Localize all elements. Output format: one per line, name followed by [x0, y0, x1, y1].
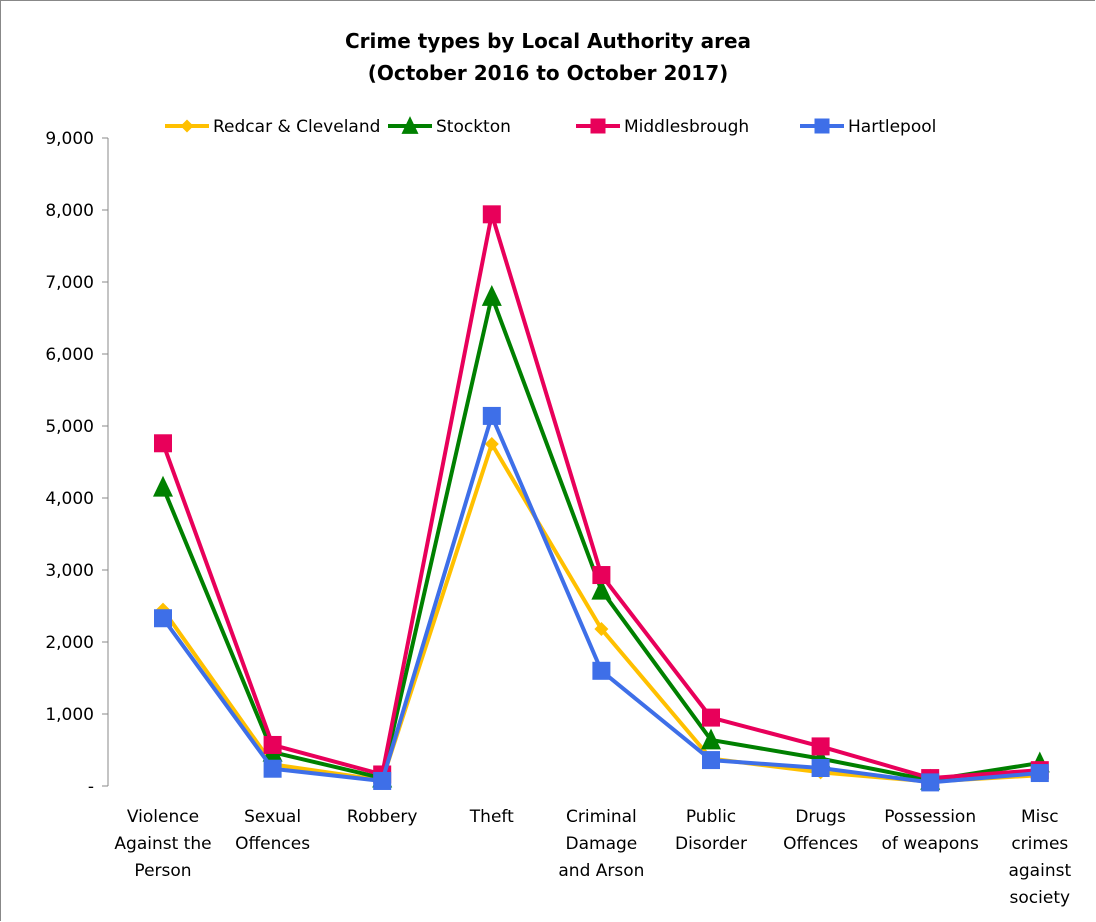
legend-marker: [401, 116, 419, 134]
data-point: [154, 609, 172, 628]
x-tick-label-line: Criminal: [566, 807, 637, 827]
x-tick-label-line: and Arson: [558, 861, 644, 881]
data-point: [921, 773, 940, 792]
y-tick-label: 3,000: [45, 561, 94, 581]
legend-label: Hartlepool: [848, 117, 936, 137]
x-tick-label-line: Misc: [1021, 807, 1059, 827]
series-middlesbrough: [154, 205, 1049, 788]
data-point: [811, 737, 830, 756]
y-tick-label: 4,000: [45, 489, 94, 509]
x-tick-label-line: Possession: [884, 807, 976, 827]
data-point: [484, 437, 499, 451]
data-point: [702, 708, 720, 727]
data-point: [263, 759, 282, 778]
x-tick-label-line: Damage: [566, 834, 638, 854]
x-tick-label: Drugs Offences: [783, 807, 858, 854]
x-tick-label-line: Disorder: [675, 834, 747, 854]
y-tick-label: 7,000: [45, 273, 94, 293]
legend-marker: [814, 118, 830, 134]
data-point: [591, 578, 612, 600]
y-tick-label: -: [88, 777, 94, 797]
data-point: [594, 622, 609, 637]
y-axis-ticks: - 1,000 2,000 3,000 4,000 5,000 6,000 7,000 8,00…: [45, 129, 109, 797]
data-point: [153, 475, 173, 497]
data-point: [1030, 764, 1049, 783]
x-axis-labels: Violence Against the Person Sexual Offences R…: [114, 807, 1071, 908]
x-tick-label-line: of weapons: [881, 834, 979, 854]
legend: Redcar & Cleveland Stockton Middlesbrough H…: [165, 116, 936, 137]
data-point: [263, 735, 282, 754]
x-tick-label: Theft: [469, 807, 514, 827]
x-tick-label-line: Against the: [114, 834, 211, 854]
x-tick-label: Sexual Offences: [235, 807, 310, 854]
x-tick-label-line: Violence: [127, 807, 199, 827]
series-line: [161, 212, 1040, 781]
y-tick-label: 1,000: [45, 705, 94, 725]
x-tick-label-line: Robbery: [347, 807, 418, 827]
data-point: [702, 751, 720, 770]
legend-item: Hartlepool: [800, 117, 936, 137]
legend-item: Redcar & Cleveland: [165, 117, 380, 137]
x-tick-label-line: against: [1008, 861, 1071, 881]
x-tick-label-line: crimes: [1011, 834, 1068, 854]
chart-title: Crime types by Local Authority area: [345, 29, 751, 53]
x-tick-label-line: Theft: [469, 807, 514, 827]
y-tick-label: 2,000: [45, 633, 94, 653]
legend-item: Stockton: [388, 116, 511, 137]
x-tick-label-line: society: [1010, 888, 1071, 908]
x-tick-label: Violence Against the Person: [114, 807, 211, 881]
y-tick-label: 9,000: [45, 129, 94, 149]
x-tick-label: Possession of weapons: [881, 807, 979, 854]
x-tick-label-line: Public: [686, 807, 736, 827]
y-tick-label: 5,000: [45, 417, 94, 437]
series-line: [161, 294, 1041, 783]
x-tick-label-line: Drugs: [795, 807, 846, 827]
series-redcar-cleveland: [156, 437, 1047, 789]
legend-label: Redcar & Cleveland: [213, 117, 380, 137]
x-tick-label-line: Offences: [783, 834, 858, 854]
legend-marker: [590, 118, 606, 134]
data-point: [482, 205, 501, 224]
series-line: [161, 442, 1040, 784]
data-point: [592, 566, 611, 585]
data-point: [701, 728, 721, 750]
x-tick-label: Robbery: [347, 807, 418, 827]
series-hartlepool: [154, 406, 1049, 792]
legend-marker: [180, 119, 194, 133]
data-point: [481, 284, 502, 306]
data-point: [373, 771, 392, 790]
series-stockton: [153, 284, 1050, 790]
data-point: [154, 434, 172, 453]
data-point: [592, 661, 611, 680]
data-point: [482, 406, 501, 425]
legend-label: Middlesbrough: [624, 117, 749, 137]
data-point: [811, 759, 830, 777]
x-tick-label: Public Disorder: [675, 807, 747, 854]
x-tick-label-line: Person: [134, 861, 191, 881]
series-layer: [153, 205, 1050, 792]
chart-subtitle: (October 2016 to October 2017): [368, 61, 729, 85]
x-tick-label: Criminal Damage and Arson: [558, 807, 644, 881]
y-tick-label: 6,000: [45, 345, 94, 365]
legend-item: Middlesbrough: [576, 117, 749, 137]
legend-label: Stockton: [436, 117, 511, 137]
x-tick-label: Misc crimes against society: [1008, 807, 1071, 908]
x-tick-label-line: Offences: [235, 834, 310, 854]
x-tick-label-line: Sexual: [244, 807, 301, 827]
y-tick-label: 8,000: [45, 201, 94, 221]
